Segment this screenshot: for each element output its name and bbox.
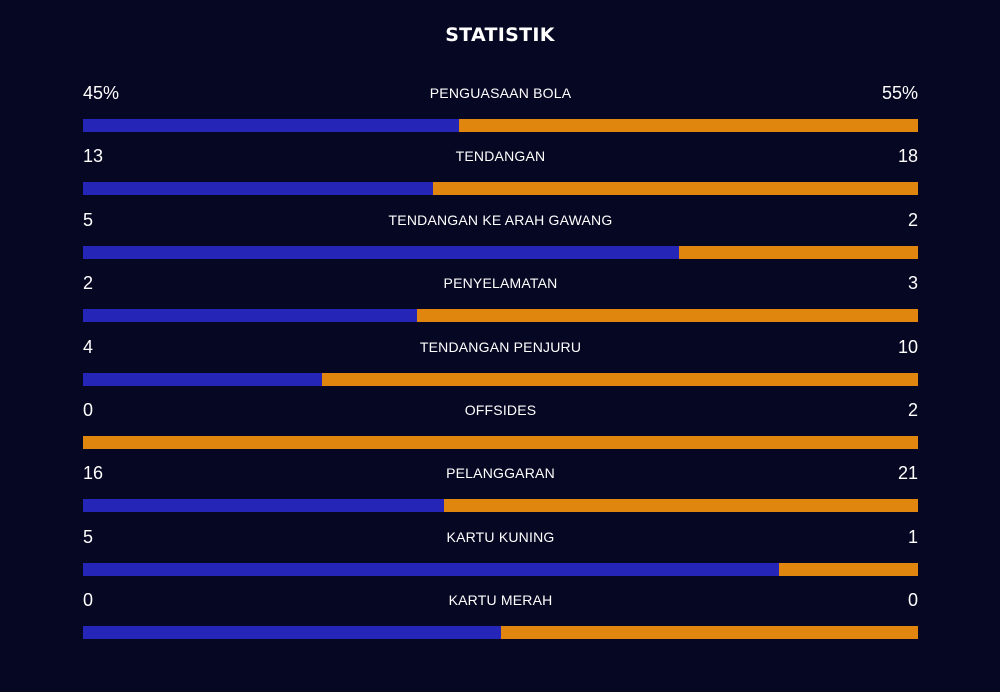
stat-label: PELANGGARAN (446, 465, 555, 482)
stat-bar (83, 626, 918, 640)
away-bar (443, 499, 918, 513)
stat-label: TENDANGAN KE ARAH GAWANG (388, 211, 613, 228)
stat-bar (83, 245, 918, 259)
stat-row-offsides: 0 OFFSIDES 2 (83, 397, 918, 460)
stat-row-shots: 13 TENDANGAN 18 (83, 143, 918, 206)
home-bar (83, 309, 417, 323)
home-value: 5 (83, 209, 94, 230)
stat-row-red-cards: 0 KARTU MERAH 0 (83, 587, 918, 650)
home-value: 4 (83, 336, 94, 357)
stat-label: OFFSIDES (464, 401, 537, 418)
stat-bar (83, 182, 918, 196)
stat-row-saves: 2 PENYELAMATAN 3 (83, 270, 918, 333)
stat-label: KARTU MERAH (448, 592, 553, 609)
stat-label: KARTU KUNING (446, 528, 555, 545)
stats-title: STATISTIK (445, 24, 555, 46)
away-bar (500, 626, 918, 640)
home-bar (83, 626, 501, 640)
stat-row-yellow-cards: 5 KARTU KUNING 1 (83, 524, 918, 587)
stat-row-shots-on-target: 5 TENDANGAN KE ARAH GAWANG 2 (83, 207, 918, 270)
away-value: 55% (881, 83, 918, 103)
stat-label: PENGUASAAN BOLA (429, 85, 572, 101)
away-bar (458, 119, 918, 132)
stat-bar (83, 562, 918, 576)
stat-label: TENDANGAN PENJURU (419, 338, 582, 355)
stat-bar (83, 499, 918, 513)
away-value: 18 (897, 146, 918, 167)
away-bar (679, 245, 918, 259)
stat-bar (83, 372, 918, 386)
home-value: 13 (83, 146, 104, 167)
stat-label: TENDANGAN (455, 148, 546, 165)
stat-row-corners: 4 TENDANGAN PENJURU 10 (83, 334, 918, 397)
away-value: 1 (907, 526, 918, 547)
stat-row-possession: 45% PENGUASAAN BOLA 55% (83, 80, 918, 143)
stat-bar (83, 435, 918, 449)
stat-label: PENYELAMATAN (443, 275, 558, 292)
home-value: 0 (83, 590, 94, 611)
home-bar (83, 119, 459, 132)
away-value: 21 (897, 463, 918, 484)
home-value: 5 (83, 526, 94, 547)
away-bar (417, 309, 918, 323)
away-bar (321, 372, 918, 386)
away-value: 2 (907, 209, 918, 230)
home-bar (83, 372, 322, 386)
stat-bar (83, 309, 918, 323)
away-bar (432, 182, 918, 196)
home-value: 16 (83, 463, 104, 484)
away-value: 2 (907, 399, 918, 420)
home-bar (83, 562, 779, 576)
home-value: 45% (83, 83, 120, 103)
away-bar (778, 562, 918, 576)
home-bar (83, 182, 433, 196)
stat-row-fouls: 16 PELANGGARAN 21 (83, 460, 918, 523)
away-value: 3 (907, 273, 918, 294)
away-value: 0 (907, 590, 918, 611)
stats-list: 45% PENGUASAAN BOLA 55% 13 TENDANGAN 18 … (83, 80, 918, 651)
stat-bar (83, 119, 918, 132)
home-value: 0 (83, 399, 94, 420)
home-bar (83, 499, 444, 513)
away-value: 10 (897, 336, 918, 357)
away-bar (83, 435, 918, 449)
home-value: 2 (83, 273, 94, 294)
home-bar (83, 245, 680, 259)
